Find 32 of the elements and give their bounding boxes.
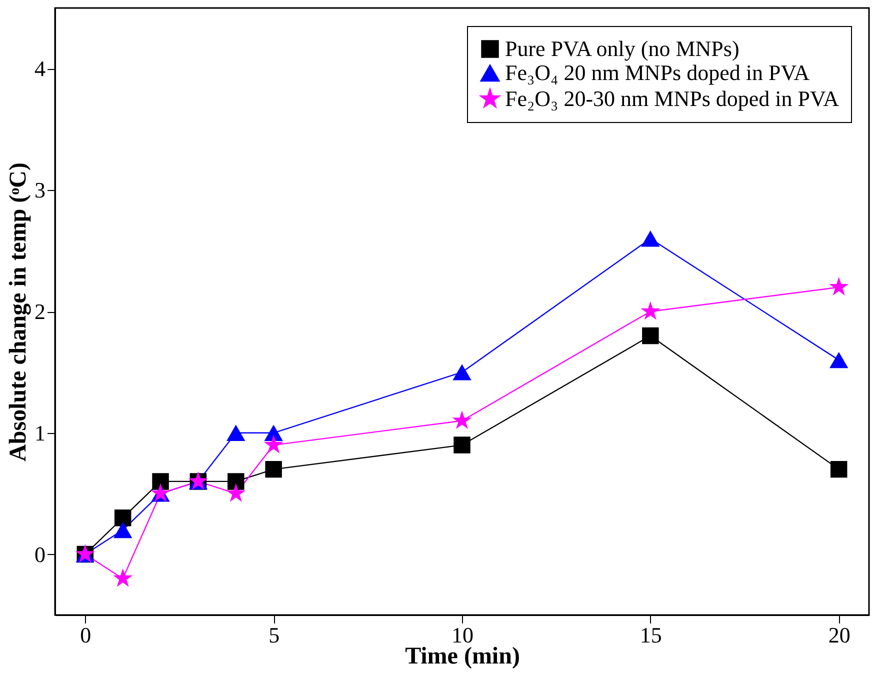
point [454,436,470,454]
x-tick-label: 20 [828,622,850,648]
point [113,522,132,538]
point [226,483,246,502]
legend-label: Fe₃O₄ 20 nm MNPs doped in PVA [505,60,810,85]
point [829,276,849,296]
y-tick-label: 4 [34,56,46,82]
x-tick-label: 0 [80,622,92,648]
point [452,410,472,430]
point [641,230,660,247]
point [264,424,283,441]
y-tick-label: 2 [34,299,46,324]
legend-label: Fe₂O₃ 20-30 nm MNPs doped in PVA [505,86,840,111]
y-tick-label: 0 [34,542,46,567]
x-tick-label: 15 [640,622,662,648]
point [640,301,660,320]
point [642,327,659,344]
point [264,434,284,454]
y-tick-label: 1 [34,420,46,446]
point [152,473,169,490]
point [265,460,282,478]
point [830,460,848,478]
point [830,352,848,368]
point [228,473,244,490]
point [452,364,472,380]
point [114,510,132,526]
point [226,424,246,441]
y-tick-label: 3 [34,178,46,203]
y-axis-title: Absolute change in temp (ᵒC) [6,162,32,462]
point [113,568,133,587]
x-tick-label: 5 [268,622,280,648]
legend-label: Pure PVA only (no MNPs) [505,36,740,61]
